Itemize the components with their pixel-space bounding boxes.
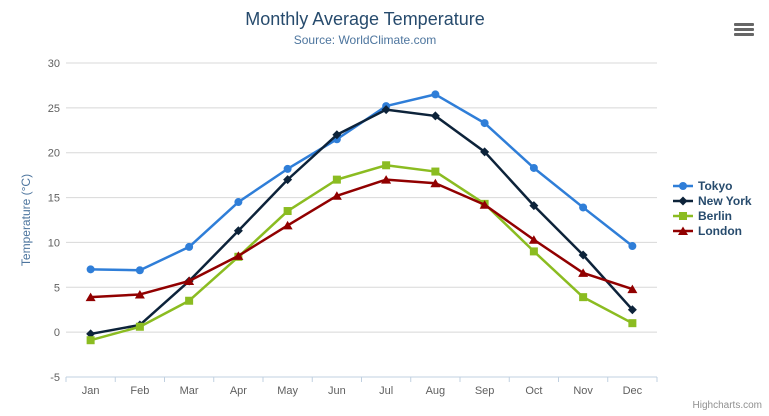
berlin-point[interactable] xyxy=(135,322,144,331)
x-tick-label: Jan xyxy=(82,385,100,397)
series-london xyxy=(85,175,638,302)
highcharts-credit-link[interactable]: Highcharts.com xyxy=(692,400,762,411)
london-point[interactable] xyxy=(528,235,539,244)
berlin-legend-symbol[interactable] xyxy=(679,212,687,220)
new-york-legend-marker-icon xyxy=(673,196,693,206)
new-york-point[interactable] xyxy=(480,147,490,157)
berlin-point[interactable] xyxy=(332,175,341,184)
london-point[interactable] xyxy=(578,268,589,277)
new-york-point[interactable] xyxy=(283,175,293,185)
berlin-point[interactable] xyxy=(185,296,194,305)
berlin-point[interactable] xyxy=(529,247,538,256)
berlin-line xyxy=(89,164,634,342)
berlin-point[interactable] xyxy=(431,167,440,176)
berlin-legend-marker-icon xyxy=(673,212,693,220)
tokyo-point[interactable] xyxy=(480,119,489,128)
new-york-point[interactable] xyxy=(430,111,440,121)
legend-label: London xyxy=(698,224,742,238)
x-tick-label: Feb xyxy=(130,385,149,397)
x-tick-label: Aug xyxy=(426,385,446,397)
tokyo-point[interactable] xyxy=(86,265,95,274)
y-tick-label: 30 xyxy=(48,58,60,70)
x-tick-label: Oct xyxy=(525,385,542,397)
y-tick-label: 15 xyxy=(48,193,60,205)
legend-label: Tokyo xyxy=(698,179,733,193)
new-york-point[interactable] xyxy=(332,130,342,140)
london-legend-symbol[interactable] xyxy=(678,226,688,236)
london-point[interactable] xyxy=(233,251,244,260)
tokyo-point[interactable] xyxy=(529,163,538,172)
tokyo-legend-symbol[interactable] xyxy=(679,182,687,190)
london-legend-marker-icon xyxy=(673,226,693,236)
new-york-point[interactable] xyxy=(381,105,391,115)
london-point[interactable] xyxy=(134,289,145,299)
series-tokyo xyxy=(86,90,637,275)
tokyo-point[interactable] xyxy=(283,164,292,173)
x-tick-label: Dec xyxy=(623,385,643,397)
hamburger-menu-icon xyxy=(734,22,754,36)
legend-label: Berlin xyxy=(698,209,733,223)
series-new-york xyxy=(86,105,637,339)
x-tick-label: Nov xyxy=(573,385,593,397)
new-york-point[interactable] xyxy=(86,329,96,339)
legend-item-new-york[interactable]: New York xyxy=(672,195,752,207)
legend-label: New York xyxy=(698,194,752,208)
x-tick-label: Mar xyxy=(180,385,199,397)
y-tick-label: -5 xyxy=(50,372,60,384)
london-point[interactable] xyxy=(627,284,638,294)
new-york-point[interactable] xyxy=(529,201,539,211)
export-menu-button[interactable] xyxy=(731,18,757,40)
tokyo-point[interactable] xyxy=(234,198,243,207)
chart-title: Monthly Average Temperature xyxy=(245,9,485,29)
x-tick-label: May xyxy=(277,385,298,397)
tokyo-point[interactable] xyxy=(628,242,637,251)
tokyo-point[interactable] xyxy=(579,203,588,212)
london-point[interactable] xyxy=(85,292,96,302)
x-tick-label: Jun xyxy=(328,385,346,397)
tokyo-point[interactable] xyxy=(431,90,440,99)
x-tick-label: Apr xyxy=(230,385,247,397)
tokyo-line xyxy=(89,93,634,272)
london-point[interactable] xyxy=(282,220,293,230)
legend: Tokyo New York Berlin London xyxy=(672,180,752,237)
london-point[interactable] xyxy=(430,178,441,188)
y-tick-label: 25 xyxy=(48,103,60,115)
london-point[interactable] xyxy=(381,175,392,184)
berlin-point[interactable] xyxy=(86,336,95,345)
legend-item-tokyo[interactable]: Tokyo xyxy=(672,180,752,192)
london-line xyxy=(89,178,634,299)
new-york-point[interactable] xyxy=(233,226,243,236)
tokyo-point[interactable] xyxy=(185,242,194,251)
y-tick-label: 0 xyxy=(54,327,60,339)
x-tick-label: Jul xyxy=(379,385,393,397)
london-point[interactable] xyxy=(331,191,342,200)
new-york-point[interactable] xyxy=(627,305,637,315)
new-york-point[interactable] xyxy=(578,250,588,260)
london-point[interactable] xyxy=(479,200,490,209)
y-tick-label: 5 xyxy=(54,282,60,294)
berlin-point[interactable] xyxy=(628,319,637,328)
legend-item-london[interactable]: London xyxy=(672,225,752,237)
x-tick-label: Sep xyxy=(475,385,495,397)
y-tick-label: 20 xyxy=(48,148,60,160)
berlin-point[interactable] xyxy=(283,207,292,216)
berlin-point[interactable] xyxy=(382,161,391,170)
y-axis-title: Temperature (°C) xyxy=(19,174,33,266)
london-point[interactable] xyxy=(184,276,195,286)
tokyo-point[interactable] xyxy=(135,266,144,275)
berlin-point[interactable] xyxy=(579,293,588,302)
tokyo-legend-marker-icon xyxy=(673,182,693,190)
chart-subtitle: Source: WorldClimate.com xyxy=(293,33,437,47)
new-york-line xyxy=(89,108,634,336)
y-tick-label: 10 xyxy=(48,237,60,249)
new-york-legend-symbol[interactable] xyxy=(678,196,688,206)
legend-item-berlin[interactable]: Berlin xyxy=(672,210,752,222)
